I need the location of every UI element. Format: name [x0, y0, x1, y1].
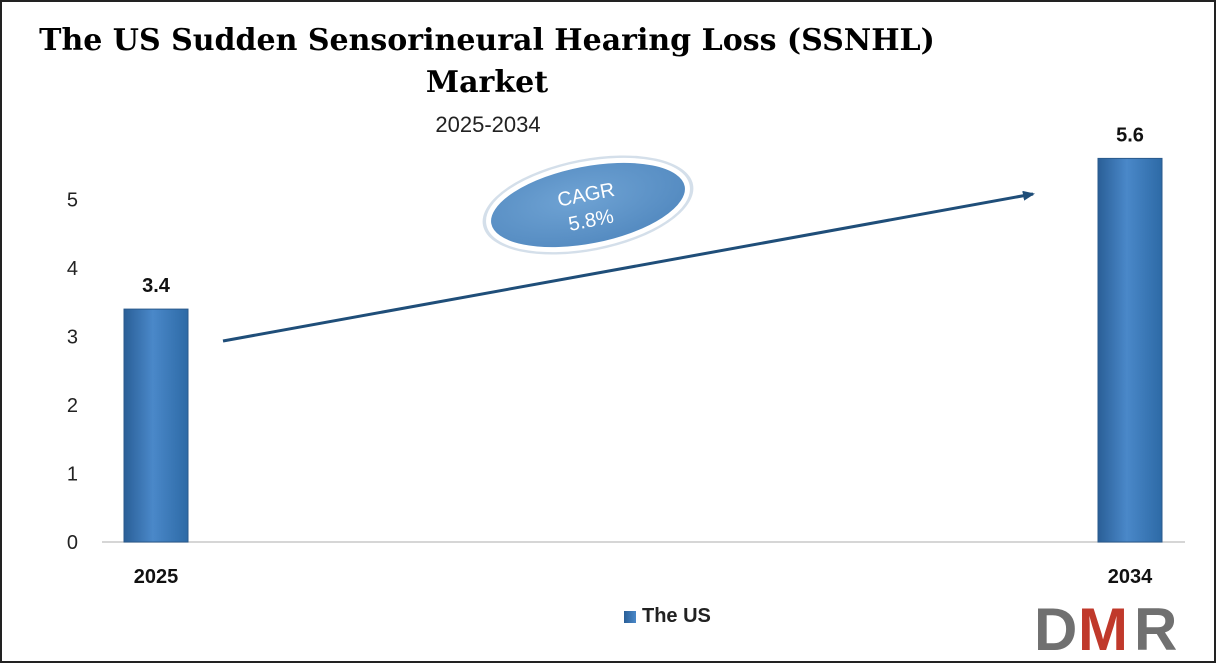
y-tick-label: 3 — [67, 327, 78, 349]
y-axis-ticks: 0 1 2 3 4 5 — [67, 190, 78, 555]
bar-2025 — [123, 308, 189, 543]
x-tick-label: 2034 — [1108, 566, 1153, 588]
legend-swatch — [624, 610, 636, 623]
y-tick-label: 1 — [67, 464, 78, 486]
svg-text:R: R — [1134, 598, 1177, 656]
bar-2034 — [1097, 157, 1163, 543]
y-tick-label: 0 — [67, 532, 78, 554]
data-label: 5.6 — [1116, 124, 1144, 146]
legend: The US — [624, 605, 711, 628]
cagr-ellipse — [486, 157, 690, 253]
svg-text:M: M — [1078, 598, 1128, 656]
y-tick-label: 2 — [67, 395, 78, 417]
chart-title: The US Sudden Sensorineural Hearing Loss… — [39, 23, 935, 100]
x-tick-label: 2025 — [134, 566, 179, 588]
data-label: 3.4 — [142, 275, 171, 297]
chart-subtitle: 2025-2034 — [435, 112, 541, 137]
legend-label: The US — [642, 605, 711, 627]
cagr-bubble: CAGR 5.8% — [482, 155, 694, 255]
x-axis-labels: 2025 2034 — [134, 566, 1153, 588]
svg-text:D: D — [1034, 598, 1077, 656]
cagr-trend-arrow — [222, 190, 1035, 343]
bars-group — [123, 157, 1163, 543]
y-tick-label: 4 — [67, 258, 78, 280]
data-labels-group: 3.4 5.6 — [142, 124, 1144, 297]
dmr-logo: D M R — [1034, 598, 1177, 656]
y-tick-label: 5 — [67, 190, 78, 212]
